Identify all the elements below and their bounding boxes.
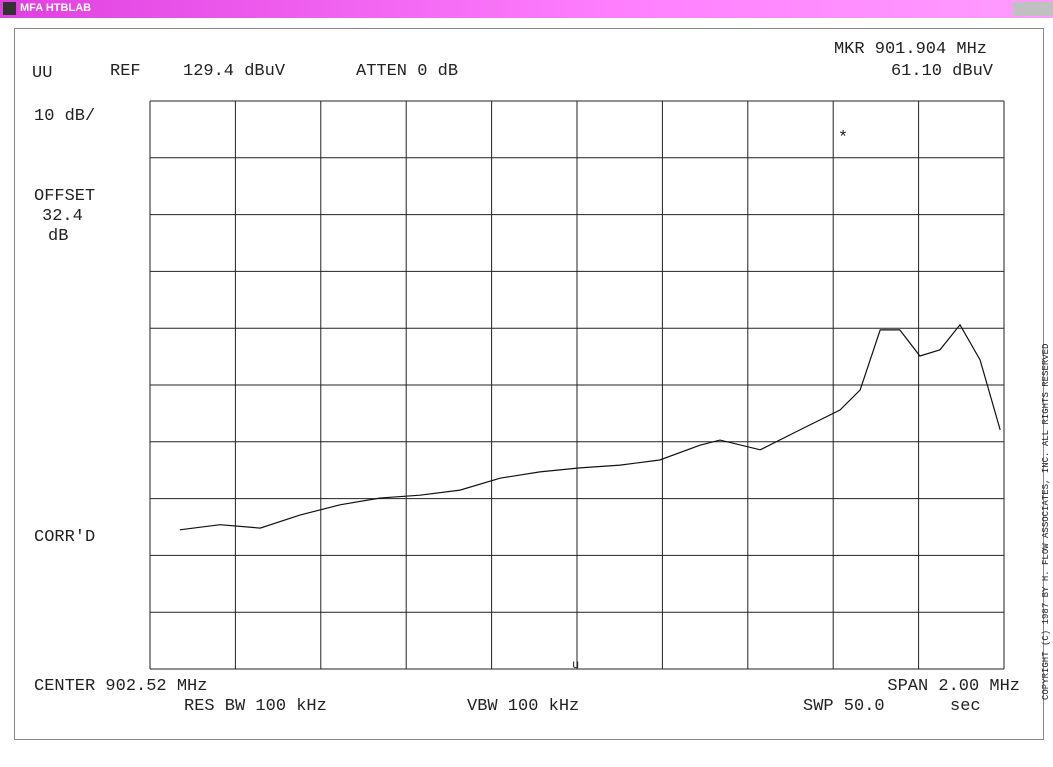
title-bar: MFA HTBLAB [0, 0, 1053, 18]
marker-level: 61.10 dBuV [891, 62, 994, 81]
window-buttons[interactable] [1013, 2, 1053, 16]
center: CENTER 902.52 MHz [34, 677, 207, 696]
window-title: MFA HTBLAB [20, 2, 92, 14]
mode: UU [32, 64, 52, 83]
frame [14, 28, 1044, 740]
offset: OFFSET [34, 187, 95, 206]
scale: 10 dB/ [34, 107, 95, 126]
offset-unit: dB [48, 227, 68, 246]
rbw: RES BW 100 kHz [184, 697, 327, 716]
center-mark: u [572, 658, 579, 672]
span: SPAN 2.00 MHz [887, 677, 1020, 696]
copyright: COPYRIGHT (C) 1987 BY H. FLOW ASSOCIATES… [1041, 344, 1051, 700]
sweep: SWP 50.0 [803, 697, 885, 716]
sweep-unit: sec [950, 697, 981, 716]
app-icon [3, 2, 16, 15]
ref-level: 129.4 dBuV [183, 62, 286, 81]
marker-freq: MKR 901.904 MHz [834, 40, 987, 59]
trace [179, 323, 1001, 531]
vbw: VBW 100 kHz [467, 697, 579, 716]
corr: CORR'D [34, 528, 95, 547]
ref-label: REF [110, 62, 141, 81]
marker-symbol: * [838, 129, 848, 148]
offset-value: 32.4 [42, 207, 83, 226]
atten: ATTEN 0 dB [356, 62, 458, 81]
